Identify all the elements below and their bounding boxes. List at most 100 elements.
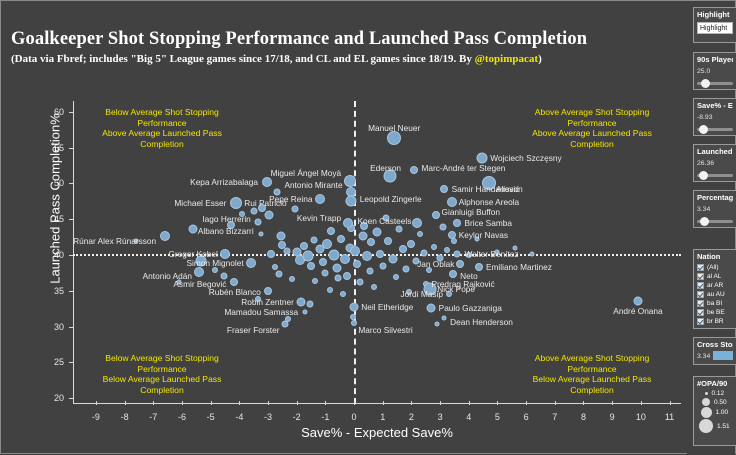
data-point[interactable] <box>343 217 354 228</box>
data-point[interactable] <box>337 234 346 243</box>
data-point[interactable] <box>383 169 397 183</box>
data-point[interactable] <box>431 210 440 219</box>
data-point[interactable] <box>254 295 261 302</box>
scatter-plot[interactable]: -9 -8 -7 -6 -5 -4 -3 -2 -1 0 1 2 3 4 5 6 7 8 9 10 11 20 25 30 3… <box>54 101 681 422</box>
data-point[interactable] <box>474 236 480 242</box>
data-point[interactable] <box>440 185 449 194</box>
data-point[interactable] <box>314 194 325 205</box>
data-point[interactable] <box>315 244 325 254</box>
data-point[interactable] <box>476 152 488 164</box>
data-point[interactable] <box>278 240 287 249</box>
nation-filter-item[interactable]: ba BI <box>697 300 733 307</box>
data-point[interactable] <box>261 176 272 187</box>
data-point[interactable] <box>417 230 424 237</box>
data-point[interactable] <box>307 261 316 270</box>
data-point[interactable] <box>402 265 410 273</box>
data-point[interactable] <box>258 203 267 212</box>
data-point[interactable] <box>339 291 346 298</box>
data-point[interactable] <box>332 263 342 273</box>
data-point[interactable] <box>453 218 462 227</box>
data-point[interactable] <box>453 250 461 258</box>
percentage-card[interactable]: Percentage 3.34 <box>693 190 736 228</box>
data-point[interactable] <box>371 283 378 290</box>
save-pct-slider[interactable] <box>697 125 733 134</box>
nation-filter-item[interactable]: ar AR <box>697 282 733 289</box>
data-point[interactable] <box>388 254 398 264</box>
data-point[interactable] <box>334 274 342 282</box>
data-point[interactable] <box>426 303 436 313</box>
data-point[interactable] <box>361 250 372 261</box>
data-point[interactable] <box>512 245 518 251</box>
data-point[interactable] <box>276 231 286 241</box>
checkbox-checked-icon[interactable] <box>697 309 704 316</box>
save-pct-card[interactable]: Save% - E -8.93 <box>693 98 736 136</box>
data-point[interactable] <box>283 247 291 255</box>
data-point[interactable] <box>456 260 465 269</box>
data-point[interactable] <box>465 252 472 258</box>
data-point[interactable] <box>220 272 228 280</box>
data-point[interactable] <box>176 279 182 284</box>
data-point[interactable] <box>633 296 643 306</box>
data-point[interactable] <box>272 264 279 271</box>
data-point[interactable] <box>439 223 447 231</box>
slider-knob[interactable] <box>699 171 708 180</box>
data-point[interactable] <box>302 309 308 315</box>
data-point[interactable] <box>360 222 369 231</box>
data-point[interactable] <box>449 270 457 279</box>
data-point[interactable] <box>375 249 384 258</box>
data-point[interactable] <box>494 249 500 255</box>
launched-card[interactable]: Launched 26.36 <box>693 144 736 182</box>
data-point[interactable] <box>159 231 170 242</box>
data-point[interactable] <box>350 245 361 256</box>
checkbox-checked-icon[interactable] <box>697 264 704 271</box>
data-point[interactable] <box>349 302 359 312</box>
data-point[interactable] <box>342 271 351 280</box>
percentage-slider[interactable] <box>697 217 733 226</box>
data-point[interactable] <box>328 249 340 261</box>
data-point[interactable] <box>356 278 364 286</box>
data-point[interactable] <box>188 224 198 233</box>
data-point[interactable] <box>431 244 438 251</box>
data-point[interactable] <box>275 270 283 278</box>
data-point[interactable] <box>326 287 333 294</box>
data-point[interactable] <box>345 195 357 207</box>
data-point[interactable] <box>446 197 457 207</box>
nation-filter-item[interactable]: (All) <box>697 264 733 271</box>
data-point[interactable] <box>273 188 281 196</box>
data-point[interactable] <box>367 238 376 247</box>
data-point[interactable] <box>447 230 456 239</box>
nation-filter-list[interactable]: (All) al AL ar AR au AU ba BI be BE br BR <box>697 264 733 325</box>
data-point[interactable] <box>291 205 299 213</box>
data-point[interactable] <box>264 210 274 220</box>
data-point[interactable] <box>420 249 428 257</box>
data-point[interactable] <box>392 274 399 281</box>
data-point[interactable] <box>412 217 423 228</box>
data-point[interactable] <box>327 226 336 235</box>
data-point[interactable] <box>410 165 419 174</box>
nation-filter-item[interactable]: au AU <box>697 291 733 298</box>
data-point[interactable] <box>321 269 329 277</box>
cross-stop-card[interactable]: Cross Stop 3.34 <box>693 337 736 365</box>
launched-slider[interactable] <box>697 171 733 180</box>
checkbox-checked-icon[interactable] <box>697 273 704 280</box>
data-point[interactable] <box>441 315 447 321</box>
data-point[interactable] <box>226 220 235 229</box>
data-point[interactable] <box>384 236 393 245</box>
data-point[interactable] <box>366 267 374 275</box>
data-point[interactable] <box>405 289 412 296</box>
nation-filter-item[interactable]: be BE <box>697 309 733 316</box>
checkbox-checked-icon[interactable] <box>697 318 704 325</box>
nineties-played-slider[interactable] <box>697 79 733 88</box>
nineties-played-card[interactable]: 90s Played 25.0 <box>693 52 736 90</box>
data-point[interactable] <box>250 207 258 215</box>
data-point[interactable] <box>436 254 444 262</box>
data-point[interactable] <box>343 174 356 187</box>
data-point[interactable] <box>474 263 483 272</box>
data-point[interactable] <box>372 227 382 237</box>
data-point[interactable] <box>289 276 296 283</box>
highlight-search-input[interactable]: Highlight <box>697 22 733 34</box>
data-point[interactable] <box>254 218 262 226</box>
checkbox-checked-icon[interactable] <box>697 282 704 289</box>
data-point[interactable] <box>352 259 361 268</box>
data-point[interactable] <box>302 250 314 262</box>
